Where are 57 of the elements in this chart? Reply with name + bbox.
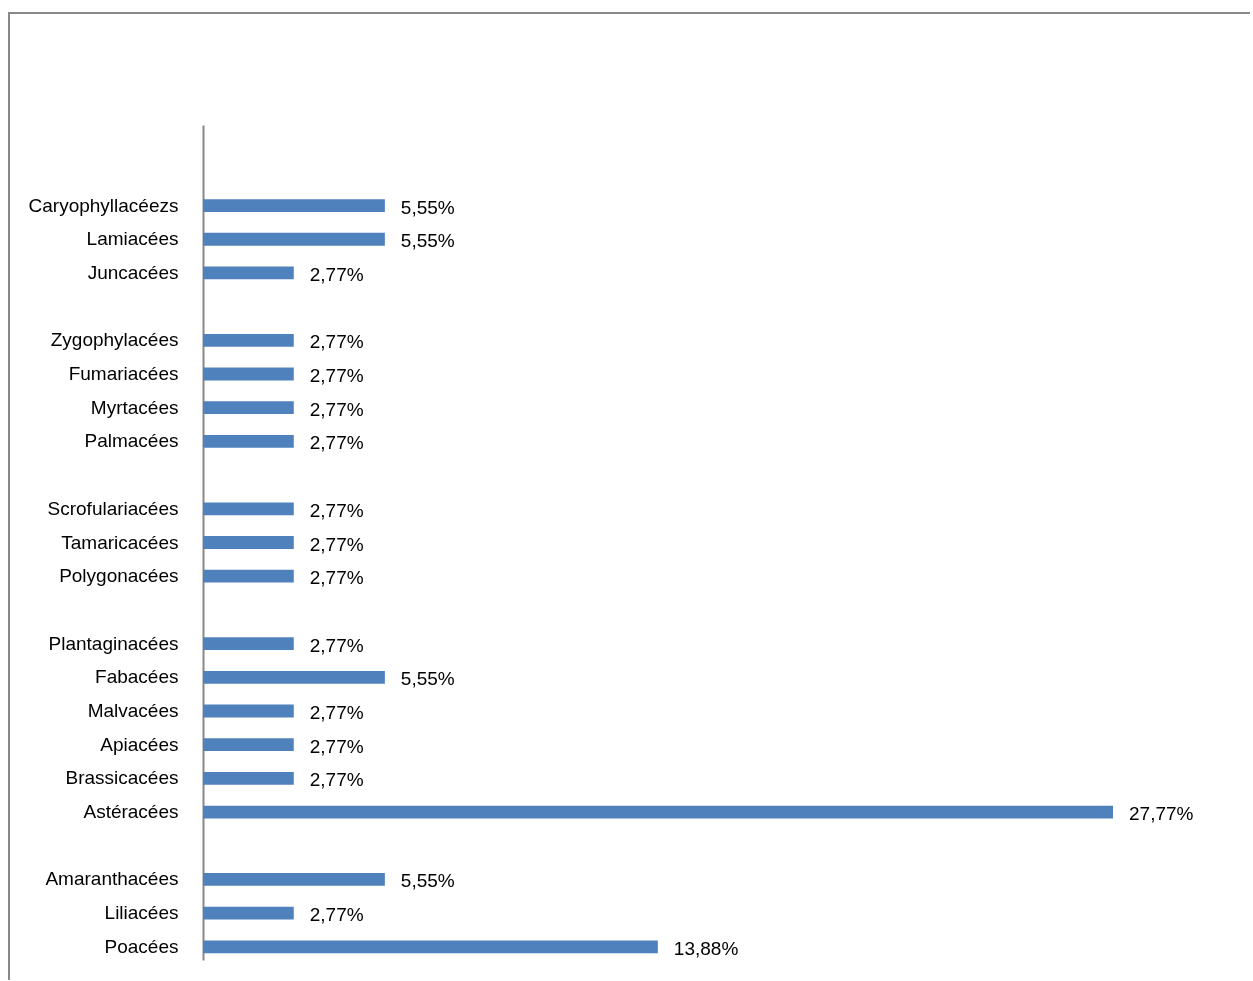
y-tick-label: Myrtacées [90,396,179,418]
bar [203,906,294,920]
bar [203,704,294,718]
bar [203,771,294,785]
bar [203,940,658,954]
y-tick-label: Lamiacées [86,228,179,250]
y-tick-label: Polygonacées [59,565,179,587]
bar [203,738,294,752]
bar [203,367,294,381]
bar [203,536,294,549]
y-tick-label: Fabacées [95,666,179,688]
y-tick-label: Amaranthacées [45,868,179,890]
bar [203,502,294,516]
data-label: 2,77% [309,634,364,656]
y-tick-label: Tamaricacées [61,531,179,553]
data-label: 2,77% [309,499,364,521]
data-label: 2,77% [309,904,364,926]
y-tick-label: Juncacées [87,261,179,283]
data-label: 2,77% [309,567,364,589]
data-label: 2,77% [309,533,364,555]
bar [203,232,385,246]
data-label: 2,77% [309,365,364,387]
y-tick-label: Liliacées [104,902,179,924]
data-label: 5,55% [400,668,455,690]
bar [203,873,385,886]
bar [203,401,294,415]
y-tick-label: Scrofulariacées [47,497,179,519]
bar [203,266,294,280]
y-tick-label: Zygophylacées [50,329,179,351]
data-label: 5,55% [400,870,455,892]
bar [203,199,385,212]
y-tick-label: Palmacées [84,430,179,452]
data-label: 27,77% [1129,803,1194,825]
data-label: 2,77% [309,769,364,791]
y-tick-label: Malvacées [87,699,179,721]
data-label: 2,77% [309,432,364,454]
data-label: 2,77% [309,701,364,723]
data-label: 2,77% [309,398,364,420]
y-tick-label: Fumariacées [68,363,179,385]
y-tick-label: Plantaginacées [48,632,179,654]
bar [203,637,294,650]
data-label: 2,77% [309,735,364,757]
data-label: 2,77% [309,263,364,285]
y-tick-label: Poacées [104,935,179,957]
bar [203,435,294,448]
y-tick-label: Caryophyllacéezs [28,194,179,216]
data-label: 5,55% [400,196,455,218]
data-label: 5,55% [400,230,455,252]
bar [203,670,385,684]
y-tick-label: Apiacées [100,733,179,755]
bar [203,333,294,347]
y-tick-label: Brassicacées [65,767,179,789]
y-tick-label: Astéracées [83,801,179,823]
data-label: 2,77% [309,331,364,353]
bar [203,569,294,583]
data-label: 13,88% [673,937,739,959]
bar [203,805,1113,819]
